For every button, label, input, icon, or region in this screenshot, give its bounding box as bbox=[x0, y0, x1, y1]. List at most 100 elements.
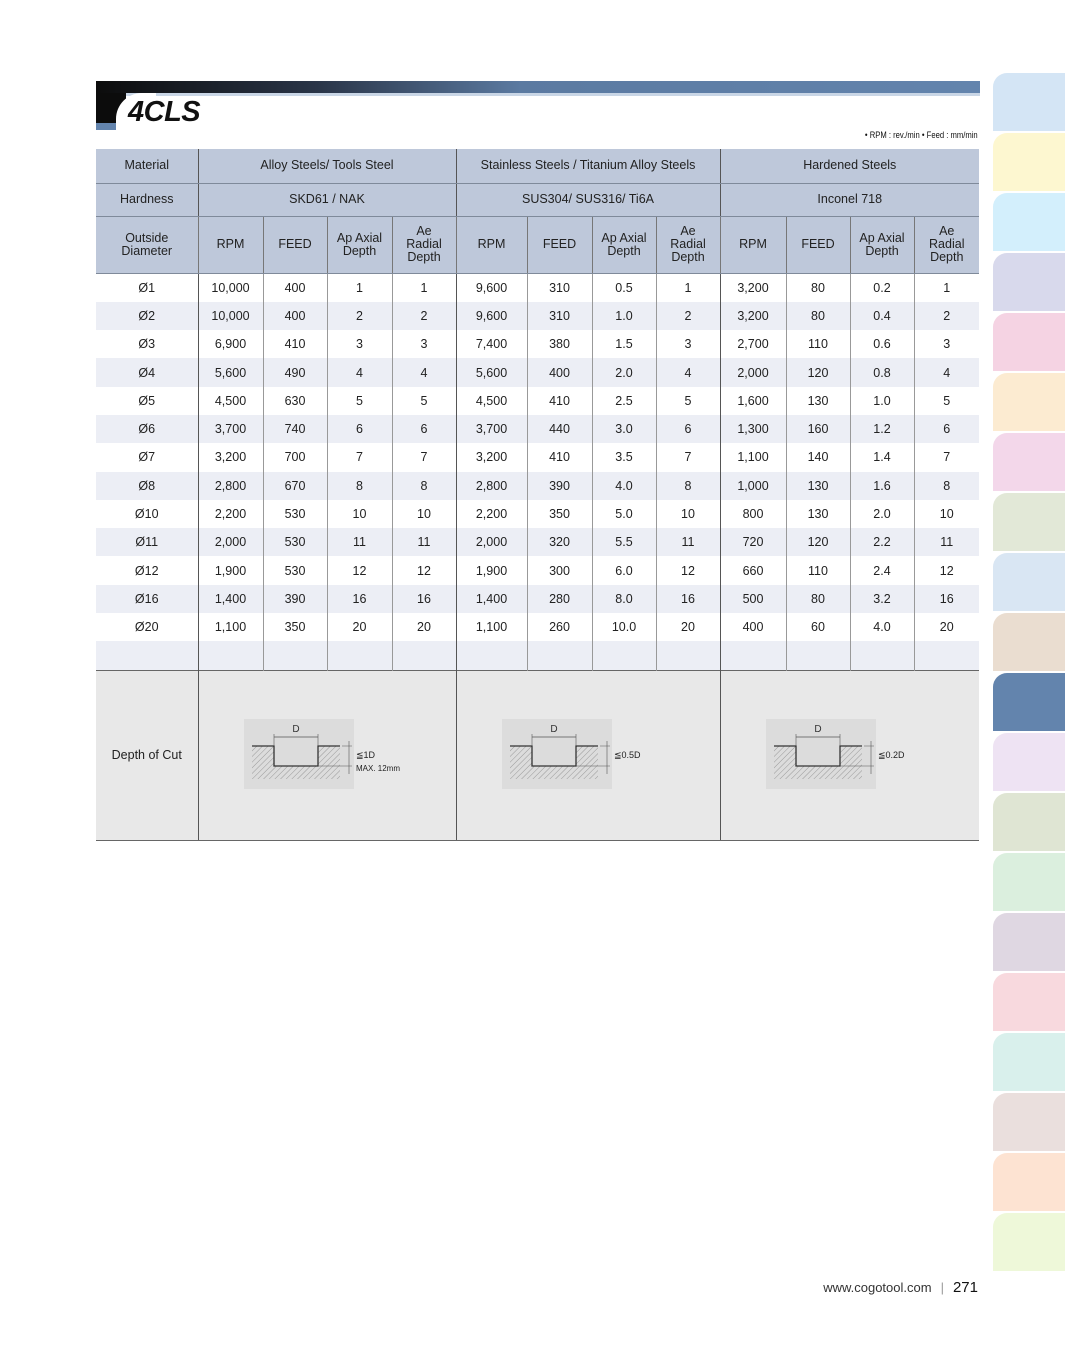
side-tab-active[interactable] bbox=[993, 673, 1065, 731]
value-cell: 6 bbox=[391, 414, 456, 444]
table-row: Ø6 3,700 740 6 6 3,700 440 3.0 6 1,300 160 1.2 6 bbox=[96, 414, 979, 444]
diameter-cell: Ø20 bbox=[134, 620, 159, 635]
value-cell: 4,500 bbox=[455, 386, 527, 415]
value-cell: 410 bbox=[526, 443, 592, 472]
value-cell: 2.0 bbox=[849, 499, 914, 529]
value-cell: 3.0 bbox=[591, 414, 656, 444]
value-cell: 2,800 bbox=[197, 471, 263, 500]
value-cell: 300 bbox=[526, 556, 592, 585]
table-row: Ø10 2,200 530 10 10 2,200 350 5.0 10 800 130 2.0 10 bbox=[96, 499, 979, 529]
side-tab[interactable] bbox=[993, 193, 1065, 251]
hardness-alloy: SKD61 / NAK bbox=[197, 183, 456, 217]
pocket-diagram-icon: D ≦0.5D bbox=[501, 719, 641, 790]
value-cell: 660 bbox=[719, 556, 786, 585]
column-header-feed: FEED bbox=[262, 216, 327, 274]
side-tab[interactable] bbox=[993, 793, 1065, 851]
table-row: Ø2 10,000 400 2 2 9,600 310 1.0 2 3,200 80 0.4 2 bbox=[96, 301, 979, 331]
value-cell: 530 bbox=[262, 499, 327, 529]
value-cell: 3 bbox=[655, 330, 720, 359]
value-cell: 140 bbox=[785, 443, 850, 472]
value-cell: 390 bbox=[526, 471, 592, 500]
value-cell: 10 bbox=[655, 499, 720, 529]
diameter-d-label: D bbox=[550, 724, 557, 735]
footer-website[interactable]: www.cogotool.com bbox=[823, 1280, 932, 1295]
value-cell: 4 bbox=[655, 358, 720, 387]
value-cell: 5.0 bbox=[591, 499, 656, 529]
value-cell: 2,700 bbox=[719, 330, 786, 359]
side-tab[interactable] bbox=[993, 1093, 1065, 1151]
value-cell: 12 bbox=[391, 556, 456, 585]
depth-limit-label: ≦0.2D bbox=[878, 750, 905, 760]
section-side-tabs bbox=[993, 73, 1065, 1273]
value-cell: 740 bbox=[262, 414, 327, 444]
value-cell: 7 bbox=[913, 443, 979, 472]
side-tab[interactable] bbox=[993, 1213, 1065, 1271]
value-cell bbox=[455, 641, 527, 671]
side-tab[interactable] bbox=[993, 613, 1065, 671]
table-row: Ø4 5,600 490 4 4 5,600 400 2.0 4 2,000 120 0.8 4 bbox=[96, 358, 979, 387]
value-cell: 20 bbox=[391, 613, 456, 642]
side-tab[interactable] bbox=[993, 853, 1065, 911]
value-cell: 10,000 bbox=[197, 301, 263, 331]
side-tab[interactable] bbox=[993, 733, 1065, 791]
value-cell: 410 bbox=[526, 386, 592, 415]
side-tab[interactable] bbox=[993, 433, 1065, 491]
value-cell bbox=[197, 641, 263, 671]
side-tab[interactable] bbox=[993, 73, 1065, 131]
side-tab[interactable] bbox=[993, 253, 1065, 311]
side-tab[interactable] bbox=[993, 553, 1065, 611]
value-cell: 3,200 bbox=[719, 301, 786, 331]
value-cell: 5,600 bbox=[197, 358, 263, 387]
column-header-rpm: RPM bbox=[455, 216, 527, 274]
diameter-d-label: D bbox=[814, 724, 821, 735]
table-row: Ø7 3,200 700 7 7 3,200 410 3.5 7 1,100 140 1.4 7 bbox=[96, 443, 979, 472]
side-tab[interactable] bbox=[993, 313, 1065, 371]
value-cell: 16 bbox=[655, 584, 720, 614]
value-cell: 2,200 bbox=[197, 499, 263, 529]
value-cell: 5 bbox=[913, 386, 979, 415]
side-tab[interactable] bbox=[993, 133, 1065, 191]
value-cell: 3.5 bbox=[591, 443, 656, 472]
table-row: Ø1 10,000 400 1 1 9,600 310 0.5 1 3,200 80 0.2 1 bbox=[96, 273, 979, 302]
side-tab[interactable] bbox=[993, 913, 1065, 971]
side-tab[interactable] bbox=[993, 1153, 1065, 1211]
table-row: Ø8 2,800 670 8 8 2,800 390 4.0 8 1,000 130 1.6 8 bbox=[96, 471, 979, 500]
value-cell: 700 bbox=[262, 443, 327, 472]
value-cell: 11 bbox=[913, 528, 979, 557]
value-cell: 6 bbox=[913, 414, 979, 444]
value-cell: 2,000 bbox=[719, 358, 786, 387]
value-cell: 9,600 bbox=[455, 301, 527, 331]
depth-of-cut-diagram-stainless: D ≦0.5D bbox=[455, 669, 720, 841]
side-tab[interactable] bbox=[993, 493, 1065, 551]
side-tab[interactable] bbox=[993, 373, 1065, 431]
value-cell: 2,000 bbox=[455, 528, 527, 557]
value-cell: 20 bbox=[655, 613, 720, 642]
diameter-cell: Ø8 bbox=[96, 471, 198, 500]
title-bar-accent bbox=[96, 81, 980, 93]
page-title: 4CLS bbox=[128, 96, 201, 128]
value-cell: 7 bbox=[326, 443, 392, 472]
max-depth-label: MAX. 12mm bbox=[356, 764, 400, 773]
value-cell: 1.0 bbox=[849, 386, 914, 415]
table-row bbox=[96, 641, 979, 671]
value-cell: 410 bbox=[262, 330, 327, 359]
value-cell: 11 bbox=[326, 528, 392, 557]
value-cell: 0.5 bbox=[591, 273, 656, 302]
pocket-diagram-icon: D ≦1D MAX. 12mm bbox=[243, 719, 400, 790]
side-tab[interactable] bbox=[993, 1033, 1065, 1091]
table-row: Ø12 1,900 530 12 12 1,900 300 6.0 12 660 110 2.4 12 bbox=[96, 556, 979, 585]
value-cell: 160 bbox=[785, 414, 850, 444]
value-cell: 1,400 bbox=[455, 584, 527, 614]
value-cell: 350 bbox=[526, 499, 592, 529]
value-cell: 3.2 bbox=[849, 584, 914, 614]
value-cell: 8 bbox=[391, 471, 456, 500]
value-cell: 500 bbox=[719, 584, 786, 614]
value-cell: 16 bbox=[391, 584, 456, 614]
value-cell: 1,100 bbox=[719, 443, 786, 472]
value-cell: 720 bbox=[719, 528, 786, 557]
diameter-cell: Ø10 bbox=[134, 507, 159, 522]
pocket-diagram-icon: D ≦0.2D bbox=[765, 719, 905, 790]
value-cell bbox=[326, 641, 392, 671]
side-tab[interactable] bbox=[993, 973, 1065, 1031]
value-cell: 1,000 bbox=[719, 471, 786, 500]
